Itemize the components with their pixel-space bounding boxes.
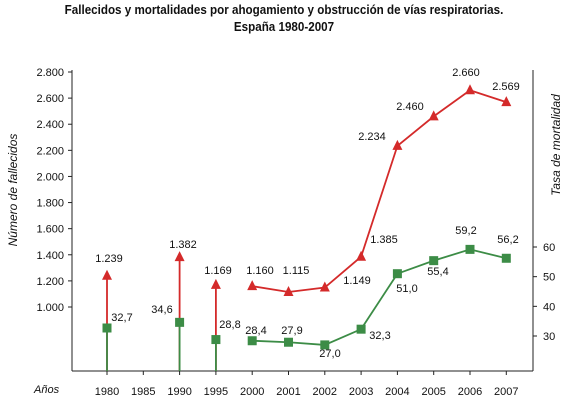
y-left-tick-label: 2.600: [36, 93, 64, 105]
x-tick-label: 1995: [204, 386, 228, 398]
x-tick-label: 2000: [240, 386, 264, 398]
green-series-line: [252, 248, 507, 346]
red-series-data-label: 1.382: [169, 239, 197, 251]
x-tick-label: 2001: [276, 386, 300, 398]
green-series-marker: [175, 317, 185, 327]
green-series-data-label: 32,3: [369, 330, 390, 342]
red-series-data-label: 2.460: [396, 101, 424, 113]
y-right-axis-title: Tasa de mortalidad: [549, 94, 563, 196]
y-left-tick-label: 1.800: [36, 198, 64, 210]
x-tick-label: 1985: [131, 386, 155, 398]
red-series-data-label: 1.169: [204, 265, 232, 277]
green-series-marker: [501, 253, 511, 263]
x-tick-label: 2004: [385, 386, 409, 398]
y-left-tick-label: 2.200: [36, 145, 64, 157]
y-right-tick-label: 60: [543, 242, 555, 254]
red-series-data-label: 1.385: [370, 234, 398, 246]
green-series-data-label: 59,2: [455, 225, 476, 237]
red-series-data-label: 1.149: [343, 275, 371, 287]
green-series-marker: [320, 340, 330, 350]
chart-title-line1: Fallecidos y mortalidades por ahogamient…: [64, 3, 504, 17]
y-left-axis-title: Número de fallecidos: [6, 134, 20, 247]
green-series-marker: [392, 269, 402, 279]
red-series-data-label: 1.160: [246, 265, 274, 277]
green-series-marker: [284, 337, 293, 347]
red-series-marker: [283, 285, 294, 296]
chart-title: Fallecidos y mortalidades por ahogamient…: [20, 2, 548, 36]
red-series-line: [252, 89, 507, 293]
x-tick-label: 2005: [421, 386, 445, 398]
green-series-data-label: 32,7: [111, 312, 132, 324]
green-series-data-label: 34,6: [151, 304, 172, 316]
green-series-marker: [211, 335, 221, 345]
y-left-tick-label: 2.000: [36, 171, 64, 183]
x-tick-label: 2006: [458, 386, 482, 398]
red-series-marker: [356, 250, 367, 261]
y-right-tick-label: 30: [543, 331, 555, 343]
y-left-tick-label: 1.200: [36, 276, 64, 288]
red-series-data-label: 2.234: [358, 131, 386, 143]
y-left-tick-label: 1.400: [36, 250, 64, 262]
red-series-marker: [319, 281, 330, 292]
x-axis-title: Años: [33, 384, 60, 396]
green-series-marker: [356, 324, 366, 334]
green-series-data-label: 56,2: [497, 234, 518, 246]
green-series-data-label: 28,4: [245, 325, 266, 337]
green-series-marker: [465, 244, 475, 254]
red-series-marker: [247, 280, 258, 291]
red-series-data-label: 1.115: [283, 265, 310, 277]
x-tick-label: 2002: [313, 386, 337, 398]
green-series-data-label: 27,0: [319, 348, 340, 360]
y-left-tick-label: 2.400: [36, 119, 64, 131]
y-left-tick-label: 2.800: [36, 67, 64, 79]
red-series-data-label: 1.239: [95, 253, 123, 265]
y-left-tick-label: 1.600: [36, 224, 64, 236]
red-series-marker: [501, 96, 512, 107]
green-series-data-label: 51,0: [396, 283, 417, 295]
green-series-data-label: 27,9: [281, 325, 302, 337]
x-tick-label: 1990: [167, 386, 191, 398]
green-series-marker: [429, 256, 439, 266]
y-right-tick-label: 40: [543, 301, 555, 313]
green-series-marker: [102, 323, 112, 333]
chart-subtitle: España 1980-2007: [233, 20, 335, 34]
red-series-data-label: 2.569: [492, 81, 520, 93]
x-tick-label: 1980: [95, 386, 119, 398]
red-series-marker: [210, 278, 221, 289]
red-series-marker: [428, 110, 439, 121]
x-tick-label: 2007: [494, 386, 518, 398]
green-series-data-label: 55,4: [427, 266, 448, 278]
red-series-marker: [392, 139, 403, 150]
green-series-data-label: 28,8: [219, 319, 240, 331]
y-right-tick-label: 50: [543, 272, 555, 284]
red-series-data-label: 2.660: [452, 67, 480, 79]
green-series-marker: [247, 336, 257, 346]
red-series-marker: [174, 251, 185, 262]
red-series-marker: [102, 269, 112, 280]
y-left-tick-label: 1.000: [36, 302, 64, 314]
red-series-marker: [465, 84, 475, 95]
x-tick-label: 2003: [349, 386, 373, 398]
